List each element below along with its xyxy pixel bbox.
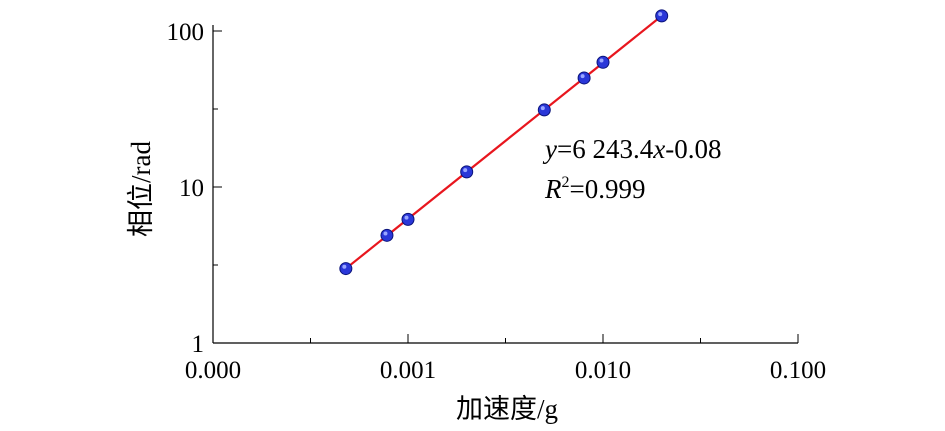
data-point-highlight xyxy=(383,231,388,236)
y-axis-title: 相位/rad xyxy=(126,141,156,237)
data-point-highlight xyxy=(463,168,468,173)
x-tick-label: 0.100 xyxy=(770,357,826,384)
x-axis-title: 加速度/g xyxy=(456,394,558,424)
data-point-highlight xyxy=(404,215,409,220)
data-point xyxy=(380,228,394,242)
data-point xyxy=(596,55,610,69)
equation-intercept: -0.08 xyxy=(665,134,721,164)
x-tick-label: 0.000 xyxy=(185,357,241,384)
data-point xyxy=(460,165,474,179)
r-squared-symbol: R xyxy=(544,174,562,204)
data-point xyxy=(577,71,591,85)
x-tick-label: 0.010 xyxy=(575,357,631,384)
data-point xyxy=(537,103,551,117)
data-point-highlight xyxy=(580,74,585,79)
fit-equation: y=6 243.4x-0.08 xyxy=(542,134,721,164)
equation-y-var: y xyxy=(542,134,557,164)
data-points xyxy=(339,9,669,276)
r-squared-value: =0.999 xyxy=(570,174,646,204)
x-tick-label: 0.001 xyxy=(380,357,436,384)
fit-line-group xyxy=(345,15,663,270)
axis-ticks xyxy=(212,30,799,344)
axes xyxy=(212,25,798,344)
r-squared: R2=0.999 xyxy=(544,174,645,204)
data-point-highlight xyxy=(658,12,663,17)
r-squared-superscript: 2 xyxy=(562,174,570,191)
data-point-highlight xyxy=(342,264,347,269)
equation-x-var: x xyxy=(652,134,665,164)
data-point-highlight xyxy=(540,106,545,111)
equation-coefficient: =6 243.4 xyxy=(557,134,654,164)
tick-labels: 0.000 0.001 0.010 0.100 1 10 100 xyxy=(167,19,827,384)
y-tick-label: 100 xyxy=(167,19,205,46)
data-point-highlight xyxy=(599,58,604,63)
y-tick-label: 10 xyxy=(179,175,204,202)
y-tick-label: 1 xyxy=(192,331,205,358)
fit-line xyxy=(345,15,663,270)
data-point xyxy=(401,212,415,226)
data-point xyxy=(655,9,669,23)
data-point xyxy=(339,262,353,276)
